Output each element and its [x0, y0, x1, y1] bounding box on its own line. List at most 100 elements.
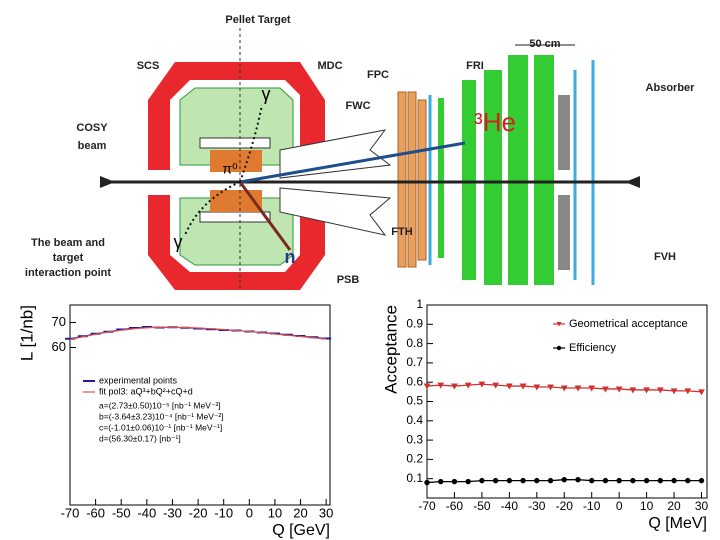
- x-tick-label: -40: [501, 499, 519, 513]
- y-axis-label: L [1/nb]: [17, 305, 36, 361]
- annotation: a=(2.73±0.50)10⁻⁵ [nb⁻¹ MeV⁻³]: [99, 400, 221, 410]
- absorber-top: [558, 95, 570, 170]
- point: [630, 477, 636, 484]
- point: [671, 477, 677, 484]
- x-tick-label: -70: [61, 505, 80, 520]
- point: [423, 383, 431, 390]
- label: FVH: [654, 251, 676, 263]
- label: FRI: [466, 60, 484, 72]
- y-tick-label: 0.1: [406, 471, 423, 485]
- point: [506, 383, 513, 390]
- fpc: [397, 91, 427, 268]
- point: [575, 476, 581, 483]
- legend-marker: [556, 322, 562, 327]
- point: [437, 382, 445, 389]
- plot-frame: [69, 304, 331, 506]
- point: [602, 477, 609, 484]
- point: [698, 389, 705, 396]
- label: COSY: [76, 122, 108, 134]
- point: [588, 385, 596, 392]
- point: [424, 479, 430, 486]
- label: interaction point: [25, 267, 112, 279]
- x-tick-label: 0: [616, 499, 623, 513]
- point: [451, 478, 458, 485]
- y-tick-label: 0.4: [406, 413, 423, 427]
- point: [547, 477, 554, 484]
- point: [561, 476, 567, 483]
- point: [519, 383, 527, 390]
- label: SCS: [137, 60, 160, 72]
- label: target: [53, 252, 84, 264]
- calorimeter-core-top: [210, 150, 262, 172]
- point: [534, 477, 540, 484]
- plot-frame: [426, 304, 708, 499]
- point: [465, 478, 471, 485]
- label: n: [285, 247, 296, 267]
- point: [616, 477, 622, 484]
- y-tick-label: 70: [52, 314, 66, 329]
- label: ³He: [474, 107, 516, 137]
- gamma-tracks: [184, 104, 263, 236]
- point: [520, 477, 526, 484]
- label: FPC: [367, 69, 389, 81]
- y-tick-label: 0.2: [406, 452, 423, 466]
- point: [451, 383, 458, 390]
- x-tick-label: -20: [556, 499, 574, 513]
- x-tick-label: -10: [214, 505, 233, 520]
- y-tick-label: 0.7: [406, 355, 423, 369]
- x-tick-label: 20: [667, 499, 681, 513]
- legend-label: Geometrical acceptance: [569, 318, 688, 330]
- annotation: d=(56.30±0.17) [nb⁻¹]: [99, 433, 181, 443]
- scintillators: [428, 60, 595, 285]
- point: [657, 477, 664, 484]
- annotation: c=(-1.01±0.06)10⁻¹ [nb⁻¹ MeV⁻¹]: [99, 422, 222, 432]
- x-tick-label: -50: [112, 505, 131, 520]
- y-tick-label: 1: [416, 297, 423, 311]
- x-tick-label: 0: [246, 505, 253, 520]
- point: [533, 384, 541, 391]
- label: 50 cm: [529, 38, 560, 50]
- y-tick-label: 0.3: [406, 432, 423, 446]
- x-tick-label: -30: [528, 499, 546, 513]
- point: [492, 477, 499, 484]
- point: [589, 477, 595, 484]
- point: [629, 387, 637, 394]
- label: The beam and: [31, 237, 105, 249]
- label: FWC: [345, 100, 370, 112]
- x-tick-label: -60: [86, 505, 105, 520]
- he3-track: [239, 141, 466, 184]
- scs-top: [199, 137, 271, 149]
- point: [670, 388, 678, 395]
- label: γ: [174, 232, 183, 252]
- point: [643, 387, 650, 394]
- label: Absorber: [646, 82, 696, 94]
- legend-label: experimental points: [99, 375, 178, 385]
- forward-detector: [438, 55, 554, 285]
- point: [698, 477, 705, 484]
- label: Pellet Target: [225, 14, 291, 26]
- x-tick-label: -10: [583, 499, 601, 513]
- label: MDC: [317, 60, 342, 72]
- point: [506, 477, 513, 484]
- x-tick-label: 20: [293, 505, 307, 520]
- y-tick-label: 0.8: [406, 336, 423, 350]
- y-axis-label: Acceptance: [381, 305, 400, 394]
- series-line: [69, 326, 327, 341]
- legend-label: fit pol3: aQ³+bQ²+cQ+d: [99, 386, 193, 396]
- label: γ: [262, 84, 271, 104]
- x-tick-label: -40: [137, 505, 156, 520]
- x-tick-label: 30: [695, 499, 709, 513]
- point: [574, 385, 582, 392]
- x-tick-label: -60: [446, 499, 464, 513]
- label: π⁰: [222, 161, 238, 177]
- label: beam: [78, 140, 107, 152]
- point: [479, 477, 485, 484]
- absorber-bottom: [558, 195, 570, 270]
- point: [560, 385, 568, 392]
- y-tick-label: 0.9: [406, 316, 423, 330]
- x-axis-label: Q [GeV]: [272, 522, 330, 539]
- annotation: b=(-3.64±3.23)10⁻⁴ [nb⁻¹ MeV⁻²]: [99, 411, 224, 421]
- y-tick-label: 0.6: [406, 374, 423, 388]
- x-tick-label: 10: [268, 505, 282, 520]
